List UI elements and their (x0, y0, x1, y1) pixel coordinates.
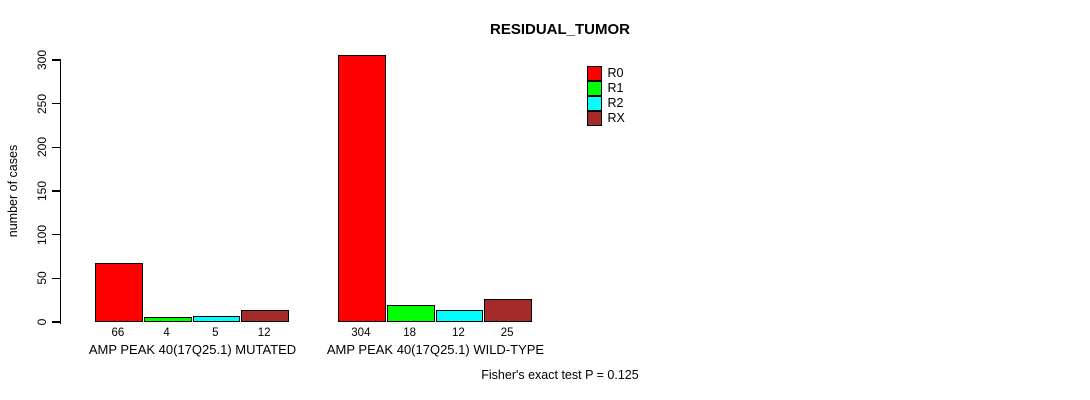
x-category-label: AMP PEAK 40(17Q25.1) MUTATED (88, 342, 297, 357)
legend-item-r1: R1 (587, 81, 623, 96)
legend-item-rx: RX (587, 111, 625, 126)
y-tick-label: 250 (35, 93, 49, 114)
bar-r1-group2 (386, 304, 435, 323)
y-axis-line (59, 59, 61, 324)
y-tick-label: 0 (35, 318, 49, 326)
y-tick-label: 100 (35, 224, 49, 245)
legend-label: R1 (607, 81, 624, 96)
rx-color-swatch (587, 111, 602, 126)
bar-value-label: 4 (163, 327, 170, 339)
bar-value-label: 304 (351, 327, 371, 339)
bar-value-label: 66 (111, 327, 125, 339)
r0-color-swatch (587, 66, 602, 81)
bar-r1-group1 (143, 317, 192, 323)
bar-value-label: 25 (500, 327, 514, 339)
y-tick-label: 200 (35, 137, 49, 158)
legend-label: R0 (607, 66, 624, 81)
bar-r2-group2 (435, 310, 484, 323)
chart-title: RESIDUAL_TUMOR (489, 21, 630, 38)
y-tick-mark (52, 190, 60, 192)
bar-r0-group1 (95, 262, 143, 323)
r2-color-swatch (587, 96, 602, 111)
x-category-label: AMP PEAK 40(17Q25.1) WILD-TYPE (326, 342, 545, 357)
y-tick-label: 300 (35, 49, 49, 71)
y-tick-mark (52, 59, 60, 61)
y-tick-mark (52, 102, 60, 105)
y-axis-label: number of cases (6, 144, 20, 238)
bar-value-label: 18 (403, 327, 417, 339)
bar-value-label: 5 (212, 327, 219, 339)
legend-label: RX (607, 111, 625, 126)
y-tick-mark (52, 233, 60, 236)
legend-item-r0: R0 (587, 66, 623, 81)
bar-rx-group2 (484, 298, 532, 323)
bar-rx-group1 (241, 310, 289, 323)
bar-r2-group1 (192, 316, 241, 323)
annotation-fisher-test: Fisher's exact test P = 0.125 (481, 368, 639, 382)
y-tick-mark (52, 277, 60, 280)
legend-label: R2 (607, 96, 624, 111)
y-tick-mark (52, 146, 60, 149)
y-tick-label: 150 (35, 180, 49, 202)
y-tick-label: 50 (35, 271, 49, 286)
legend-item-r2: R2 (587, 96, 623, 111)
y-tick-mark (52, 321, 60, 323)
bar-r0-group2 (338, 55, 386, 323)
r1-color-swatch (587, 81, 602, 96)
bar-value-label: 12 (257, 327, 271, 339)
bar-value-label: 12 (451, 327, 465, 339)
